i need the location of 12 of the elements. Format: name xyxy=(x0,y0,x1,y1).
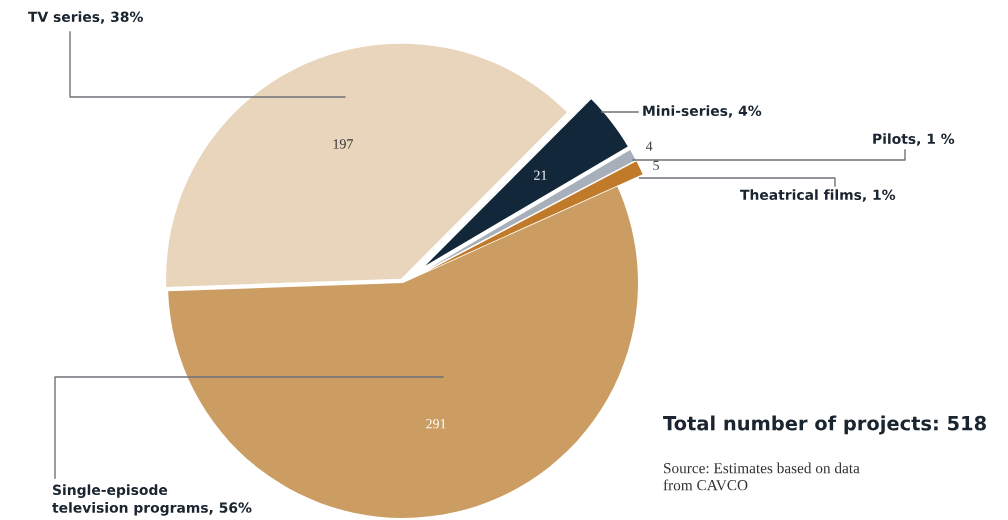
slice-label: Theatrical films, 1% xyxy=(740,189,896,202)
slice-label: Pilots, 1 % xyxy=(873,133,955,146)
data-label: 5 xyxy=(653,160,659,171)
source-note: Source: Estimates based on data from CAVCO xyxy=(663,462,860,491)
data-label: 4 xyxy=(645,141,653,151)
data-label: 21 xyxy=(534,170,547,180)
slice-label: Single-episode television programs, 56% xyxy=(52,484,252,516)
data-label: 197 xyxy=(333,139,353,149)
text: Total number of projects: 518 xyxy=(663,415,986,435)
data-label: 291 xyxy=(426,419,446,429)
slice-label: TV series, 38% xyxy=(28,11,143,24)
slice-label: Mini-series, 4% xyxy=(643,105,762,118)
